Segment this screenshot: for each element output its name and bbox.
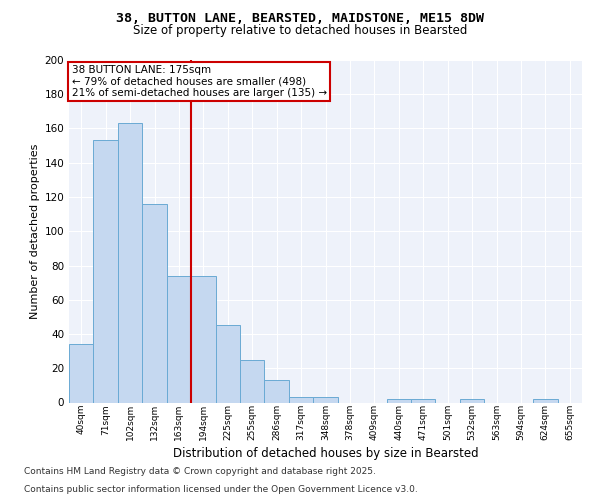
Text: 38 BUTTON LANE: 175sqm
← 79% of detached houses are smaller (498)
21% of semi-de: 38 BUTTON LANE: 175sqm ← 79% of detached… bbox=[71, 65, 326, 98]
Bar bbox=[118, 124, 142, 402]
Bar bbox=[313, 398, 338, 402]
Bar bbox=[533, 399, 557, 402]
Text: Contains HM Land Registry data © Crown copyright and database right 2025.: Contains HM Land Registry data © Crown c… bbox=[24, 467, 376, 476]
Bar bbox=[289, 398, 313, 402]
Text: Contains public sector information licensed under the Open Government Licence v3: Contains public sector information licen… bbox=[24, 484, 418, 494]
Bar bbox=[167, 276, 191, 402]
Bar bbox=[240, 360, 265, 403]
Bar bbox=[460, 399, 484, 402]
Bar bbox=[411, 399, 436, 402]
Text: Size of property relative to detached houses in Bearsted: Size of property relative to detached ho… bbox=[133, 24, 467, 37]
Bar bbox=[215, 326, 240, 402]
Bar bbox=[94, 140, 118, 402]
Bar bbox=[69, 344, 94, 403]
Y-axis label: Number of detached properties: Number of detached properties bbox=[30, 144, 40, 319]
Bar bbox=[142, 204, 167, 402]
Bar bbox=[191, 276, 215, 402]
Text: 38, BUTTON LANE, BEARSTED, MAIDSTONE, ME15 8DW: 38, BUTTON LANE, BEARSTED, MAIDSTONE, ME… bbox=[116, 12, 484, 26]
Bar bbox=[265, 380, 289, 402]
X-axis label: Distribution of detached houses by size in Bearsted: Distribution of detached houses by size … bbox=[173, 447, 478, 460]
Bar bbox=[386, 399, 411, 402]
